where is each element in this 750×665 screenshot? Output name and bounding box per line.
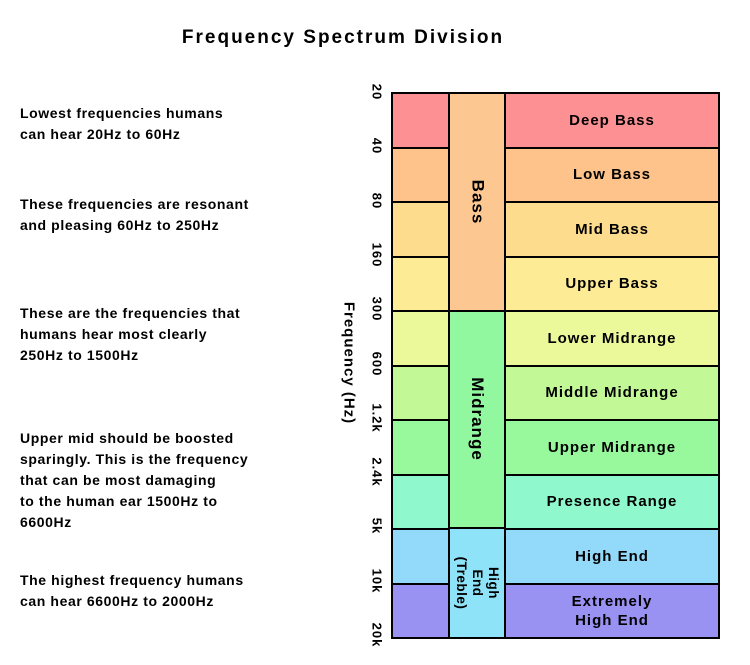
band-row-mid-bass: Mid Bass — [506, 201, 718, 256]
page-title: Frequency Spectrum Division — [181, 27, 505, 48]
note-bass: These frequencies are resonant and pleas… — [20, 196, 249, 233]
band-row-low-bass: Low Bass — [506, 146, 718, 201]
axis-tick-160: 160 — [369, 242, 385, 268]
band-row-deep-bass: Deep Bass — [506, 94, 718, 147]
spectrum-band-column: Deep Bass Low Bass Mid Bass Upper Bass L… — [504, 92, 720, 639]
band-label: Upper Bass — [565, 275, 659, 293]
band-row-upper-bass: Upper Bass — [506, 255, 718, 310]
band-label: Lower Midrange — [547, 329, 677, 347]
axis-tick-5k: 5k — [369, 517, 385, 535]
axis-tick-10k: 10k — [369, 568, 385, 594]
swatch-low-bass — [393, 146, 448, 201]
band-label: Presence Range — [546, 493, 678, 511]
axis-tick-600: 600 — [369, 351, 385, 377]
note-deep-bass: Lowest frequencies humans can hear 20Hz … — [20, 105, 224, 142]
band-row-high-end: High End — [506, 528, 718, 583]
band-label: Upper Midrange — [547, 438, 677, 456]
axis-tick-20k: 20k — [369, 622, 385, 648]
swatch-high-end — [393, 528, 448, 583]
band-label: Low Bass — [572, 166, 652, 184]
group-label-bass: Bass — [467, 179, 487, 225]
band-label: Mid Bass — [575, 220, 649, 238]
group-cell-midrange: Midrange — [450, 309, 504, 528]
note-upper-mid: Upper mid should be boosted sparingly. T… — [20, 430, 249, 530]
axis-tick-20: 20 — [369, 83, 385, 101]
swatch-upper-bass — [393, 255, 448, 310]
band-row-extremely-high-end: Extremely High End — [506, 582, 718, 637]
band-row-middle-midrange: Middle Midrange — [506, 364, 718, 419]
group-label-treble: High End (Treble) — [454, 556, 501, 610]
band-label: Extremely High End — [571, 592, 653, 629]
note-high-end: The highest frequency humans can hear 66… — [20, 572, 244, 609]
axis-tick-80: 80 — [369, 192, 385, 210]
spectrum-color-column — [391, 92, 450, 639]
swatch-extremely-high-end — [393, 582, 448, 637]
axis-tick-2-4k: 2.4k — [369, 457, 385, 487]
group-cell-bass: Bass — [450, 94, 504, 310]
spectrum-group-column: Bass Midrange High End (Treble) — [448, 92, 506, 639]
band-row-upper-midrange: Upper Midrange — [506, 419, 718, 474]
swatch-mid-bass — [393, 201, 448, 256]
swatch-presence-range — [393, 473, 448, 528]
swatch-middle-midrange — [393, 364, 448, 419]
band-row-presence-range: Presence Range — [506, 473, 718, 528]
swatch-lower-midrange — [393, 310, 448, 365]
y-axis-label: Frequency (Hz) — [340, 301, 358, 425]
axis-tick-40: 40 — [369, 137, 385, 155]
band-label: High End — [575, 547, 649, 565]
band-label: Middle Midrange — [545, 384, 679, 402]
swatch-upper-midrange — [393, 419, 448, 474]
band-row-lower-midrange: Lower Midrange — [506, 310, 718, 365]
axis-tick-300: 300 — [369, 296, 385, 322]
group-cell-treble: High End (Treble) — [450, 527, 504, 637]
group-label-midrange: Midrange — [468, 377, 487, 462]
axis-tick-1-2k: 1.2k — [369, 403, 385, 433]
swatch-deep-bass — [393, 94, 448, 147]
band-label: Deep Bass — [569, 111, 655, 129]
note-midrange: These are the frequencies that humans he… — [20, 305, 241, 363]
